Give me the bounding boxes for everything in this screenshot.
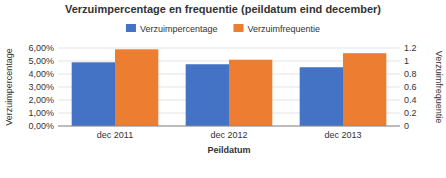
grid-line xyxy=(58,48,400,49)
y2-tick-label: 1 xyxy=(404,56,409,66)
legend-item: Verzuimfrequentie xyxy=(234,24,321,34)
y-tick-label: 0,00% xyxy=(28,121,54,131)
legend: Verzuimpercentage Verzuimfrequentie xyxy=(126,24,320,34)
y-tick-label: 6,00% xyxy=(28,43,54,53)
legend-item: Verzuimpercentage xyxy=(126,24,218,34)
bar xyxy=(343,53,386,126)
bar xyxy=(186,64,229,126)
y2-tick-label: 0 xyxy=(404,121,409,131)
chart: Verzuimpercentage en frequentie (peildat… xyxy=(0,0,446,178)
y-tick-label: 2,00% xyxy=(28,95,54,105)
legend-label: Verzuimfrequentie xyxy=(248,24,321,34)
grid-line xyxy=(58,126,400,127)
x-axis-line xyxy=(58,126,400,127)
legend-label: Verzuimpercentage xyxy=(140,24,218,34)
y2-axis-title: Verzuimfrequentie xyxy=(434,51,444,124)
legend-swatch xyxy=(234,24,244,32)
bar xyxy=(72,62,115,126)
x-tick-label: dec 2012 xyxy=(210,130,247,140)
bar xyxy=(115,49,158,126)
y2-tick-label: 0.2 xyxy=(404,108,417,118)
axes: 0,00% 1,00% 2,00% 3,00% 4,00% 5,00% 6,00% 0 0.2 0… xyxy=(4,43,444,155)
y2-tick-label: 0.6 xyxy=(404,82,417,92)
bar xyxy=(229,60,272,126)
y-tick-label: 3,00% xyxy=(28,82,54,92)
bar xyxy=(300,67,343,126)
y-tick-label: 4,00% xyxy=(28,69,54,79)
title: Verzuimpercentage en frequentie (peildat… xyxy=(65,3,381,15)
x-axis-title: Peildatum xyxy=(207,145,250,155)
y2-tick-label: 0.8 xyxy=(404,69,417,79)
y2-tick-label: 1.2 xyxy=(404,43,417,53)
y-tick-label: 5,00% xyxy=(28,56,54,66)
y2-tick-label: 0.4 xyxy=(404,95,417,105)
legend-swatch xyxy=(126,24,136,32)
y-axis-title: Verzuimpercentage xyxy=(4,48,14,126)
bars xyxy=(72,49,387,126)
grid xyxy=(58,48,400,126)
x-tick-label: dec 2013 xyxy=(324,130,361,140)
x-tick-label: dec 2011 xyxy=(97,130,133,140)
y-tick-label: 1,00% xyxy=(28,108,54,118)
